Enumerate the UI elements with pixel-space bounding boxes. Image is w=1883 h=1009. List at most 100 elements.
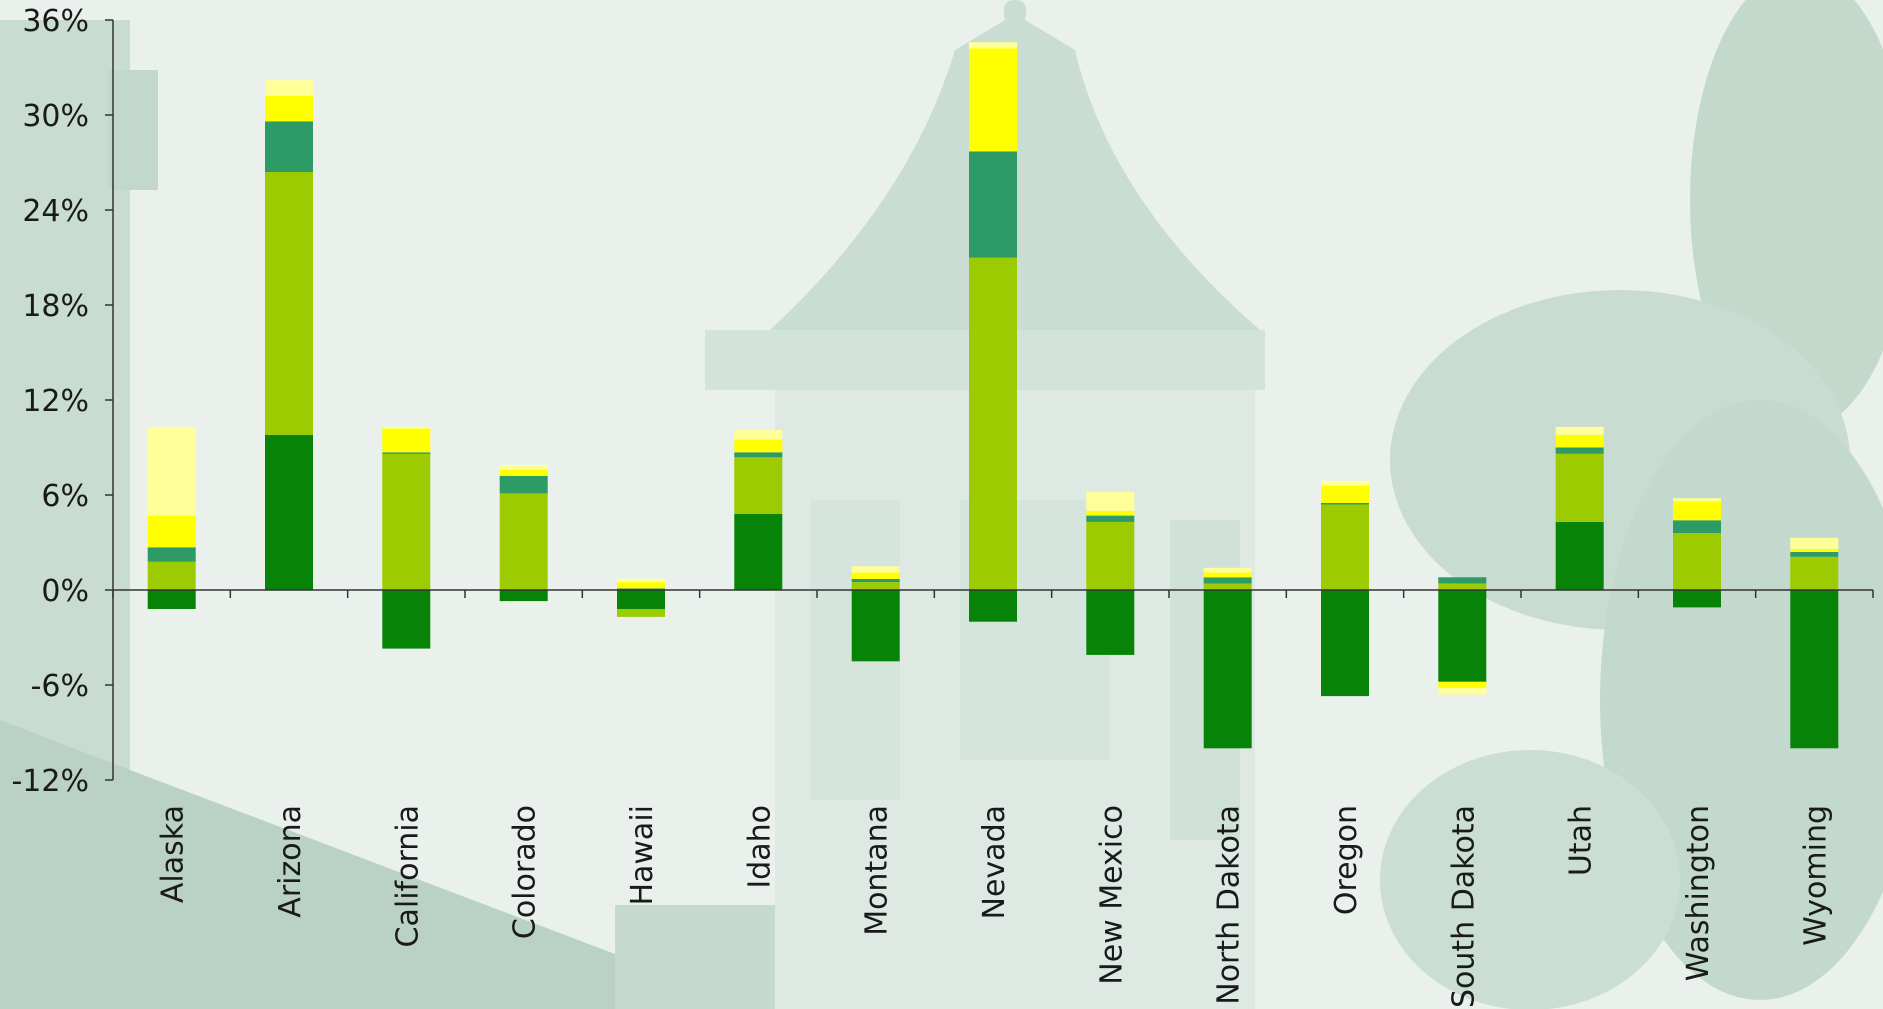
bar-segment-wyoming-s3 [1790, 552, 1839, 557]
bar-segment-nevada-s4 [969, 48, 1017, 152]
bar-segment-alaska-s4 [147, 515, 196, 548]
bar-segment-idaho-s2 [734, 457, 783, 514]
bar-segment-wyoming-s5 [1790, 537, 1839, 549]
bar-segment-washington-s2 [1673, 533, 1721, 590]
bar-segment-colorado-s3 [499, 476, 548, 494]
bar-segment-idaho-s1 [734, 514, 783, 590]
bar-segment-utah-s3 [1555, 447, 1604, 454]
bar-segment-new-mexico-s4 [1086, 510, 1135, 516]
bar-segment-nevada-s1 [969, 590, 1017, 622]
bar-segment-alaska-s5 [147, 426, 196, 516]
bar-segment-idaho-s3 [734, 452, 783, 458]
bar-segment-hawaii-s2 [617, 609, 665, 617]
bar-segment-alaska-s3 [147, 547, 196, 562]
bar-segment-north-dakota-s1 [1203, 590, 1252, 749]
bar-segment-new-mexico-s3 [1086, 515, 1135, 522]
x-category-label: Wyoming [1798, 805, 1833, 946]
bar-segment-colorado-s1 [499, 590, 548, 602]
x-category-label: Washington [1681, 805, 1716, 981]
bar-segment-utah-s2 [1555, 453, 1604, 522]
bar-segment-wyoming-s2 [1790, 556, 1839, 591]
bar-segment-utah-s4 [1555, 434, 1604, 448]
bar-segment-new-mexico-s5 [1086, 491, 1135, 511]
bar-segment-hawaii-s3 [617, 588, 665, 590]
bar-segment-montana-s4 [851, 572, 900, 579]
bar-segment-south-dakota-s2 [1438, 583, 1487, 590]
bar-segment-nevada-s2 [969, 257, 1017, 590]
labels-layer: 36% 30% 24% 18% 12% 6% 0% -6% -12% Alaska Arizona C… [11, 4, 1833, 1008]
bar-segment-new-mexico-s2 [1086, 521, 1135, 590]
bar-segment-idaho-s5 [734, 430, 783, 440]
bar-segment-montana-s3 [851, 578, 900, 583]
bar-segment-wyoming-s4 [1790, 548, 1839, 552]
y-tick-label: 18% [22, 289, 89, 324]
bar-segment-montana-s5 [851, 566, 900, 573]
y-tick-label: 36% [22, 4, 89, 39]
x-category-label: North Dakota [1212, 805, 1247, 1005]
x-category-label: Hawaii [625, 805, 660, 906]
bar-segment-south-dakota-s5 [1438, 688, 1487, 695]
x-category-label: Colorado [508, 805, 543, 939]
bar-segment-colorado-s5 [499, 464, 548, 470]
bar-segment-arizona-s5 [265, 80, 313, 96]
y-tick-label: 24% [22, 194, 89, 229]
bar-segment-north-dakota-s4 [1203, 572, 1252, 578]
bar-segment-nevada-s5 [969, 42, 1017, 49]
bar-segment-arizona-s3 [265, 121, 313, 172]
bar-segment-oregon-s1 [1321, 590, 1369, 697]
bar-segment-california-s1 [382, 590, 431, 649]
bar-segment-oregon-s2 [1321, 504, 1369, 590]
bar-segment-new-mexico-s1 [1086, 590, 1135, 655]
bar-segment-montana-s1 [851, 590, 900, 662]
x-category-label: Arizona [273, 805, 308, 918]
y-tick-label: 12% [22, 384, 89, 419]
bar-segment-utah-s5 [1555, 426, 1604, 435]
bar-segment-south-dakota-s1 [1438, 590, 1487, 682]
bar-segment-north-dakota-s2 [1203, 583, 1252, 590]
bar-segment-washington-s4 [1673, 501, 1721, 521]
x-category-label: California [390, 805, 425, 947]
bar-segment-hawaii-s4 [617, 582, 665, 589]
x-category-label: New Mexico [1094, 805, 1129, 985]
bar-segment-nevada-s3 [969, 151, 1017, 258]
y-tick-label: -12% [11, 764, 89, 799]
bar-segment-idaho-s4 [734, 439, 783, 453]
y-tick-label: 6% [41, 479, 89, 514]
bar-segment-california-s3 [382, 452, 431, 454]
bar-segment-hawaii-s5 [617, 578, 665, 583]
bar-segment-california-s4 [382, 428, 431, 453]
bar-segment-wyoming-s1 [1790, 590, 1839, 749]
y-tick-label: 30% [22, 99, 89, 134]
bar-segment-washington-s1 [1673, 590, 1721, 608]
bars-layer [147, 42, 1839, 749]
bar-segment-washington-s3 [1673, 520, 1721, 533]
bar-segment-washington-s5 [1673, 498, 1721, 502]
x-category-label: Montana [860, 805, 895, 936]
bar-segment-oregon-s4 [1321, 485, 1369, 503]
bar-segment-california-s2 [382, 453, 431, 590]
bar-segment-north-dakota-s3 [1203, 577, 1252, 584]
bar-segment-montana-s2 [851, 582, 900, 590]
x-category-label: Alaska [156, 805, 191, 903]
bar-segment-oregon-s5 [1321, 480, 1369, 486]
x-category-label: South Dakota [1446, 805, 1481, 1008]
x-category-label: Utah [1564, 805, 1599, 876]
x-category-label: Oregon [1329, 805, 1364, 915]
axes-layer [105, 19, 1874, 781]
bar-segment-california-s5 [382, 426, 431, 429]
bar-segment-colorado-s4 [499, 469, 548, 476]
bar-segment-colorado-s2 [499, 493, 548, 590]
y-tick-label: 0% [41, 574, 89, 609]
y-tick-label: -6% [31, 669, 89, 704]
bar-segment-arizona-s2 [265, 172, 313, 435]
bar-segment-oregon-s3 [1321, 502, 1369, 505]
bar-segment-hawaii-s1 [617, 590, 665, 609]
x-category-label: Nevada [977, 805, 1012, 919]
bar-segment-alaska-s1 [147, 590, 196, 609]
bar-segment-alaska-s2 [147, 561, 196, 590]
bar-segment-north-dakota-s5 [1203, 567, 1252, 573]
bar-segment-south-dakota-s3 [1438, 577, 1487, 584]
